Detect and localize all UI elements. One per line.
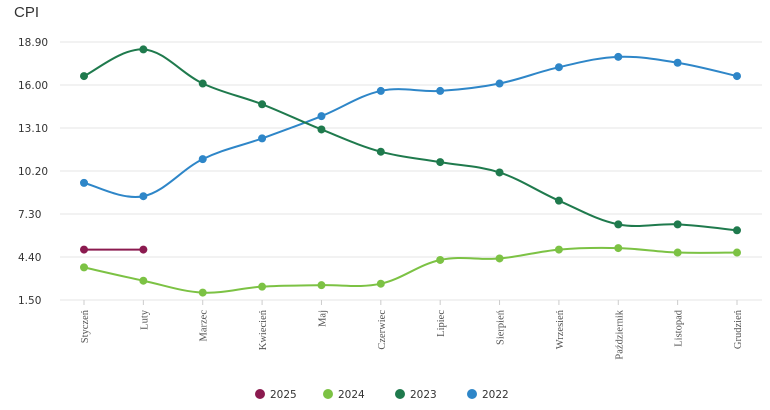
data-point-2024[interactable]	[733, 248, 741, 257]
data-point-2022[interactable]	[258, 134, 267, 143]
chart-title: CPI	[14, 4, 40, 21]
data-point-2023[interactable]	[80, 72, 88, 81]
legend: 2025 2024 2023 2022	[255, 389, 509, 401]
data-point-2023[interactable]	[258, 100, 267, 109]
series-2024	[80, 244, 741, 297]
y-tick-label: 16.00	[18, 80, 48, 92]
data-point-2022[interactable]	[317, 112, 326, 121]
data-point-2024[interactable]	[495, 254, 504, 263]
x-tick-label: Luty	[139, 309, 150, 330]
data-point-2022[interactable]	[495, 79, 504, 88]
legend-item-2022[interactable]: 2022	[467, 389, 509, 401]
data-point-2024[interactable]	[80, 263, 88, 272]
data-point-2022[interactable]	[614, 52, 623, 61]
x-tick-label: Grudzień	[733, 309, 744, 349]
y-tick-label: 10.20	[18, 166, 48, 178]
legend-item-2025[interactable]: 2025	[255, 389, 297, 401]
legend-marker-2025	[255, 389, 265, 399]
legend-marker-2024	[323, 389, 333, 399]
y-tick-label: 13.10	[18, 123, 48, 135]
x-tick-label: Maj	[317, 310, 328, 327]
data-point-2022[interactable]	[139, 192, 148, 201]
data-point-2023[interactable]	[733, 226, 741, 235]
data-point-2024[interactable]	[258, 282, 267, 291]
data-point-2022[interactable]	[673, 58, 682, 67]
data-point-2022[interactable]	[80, 178, 88, 187]
data-point-2024[interactable]	[436, 255, 445, 264]
data-point-2023[interactable]	[495, 168, 504, 177]
series-2022	[80, 52, 741, 201]
y-tick-label: 4.40	[18, 252, 41, 264]
legend-marker-2023	[395, 389, 405, 399]
x-tick-label: Styczeń	[80, 309, 91, 343]
data-point-2024[interactable]	[317, 281, 326, 290]
data-point-2023[interactable]	[673, 220, 682, 229]
series-2023	[80, 45, 741, 235]
grid-layer	[60, 41, 762, 301]
data-point-2022[interactable]	[733, 72, 741, 81]
legend-marker-2022	[467, 389, 477, 399]
data-point-2022[interactable]	[376, 86, 385, 95]
x-tick-label: Lipiec	[436, 310, 447, 337]
data-point-2023[interactable]	[198, 79, 207, 88]
legend-label-2022: 2022	[482, 389, 509, 401]
data-point-2024[interactable]	[554, 245, 563, 254]
x-tick-label: Czerwiec	[377, 310, 388, 350]
data-point-2025[interactable]	[80, 245, 88, 254]
data-point-2022[interactable]	[436, 86, 445, 95]
y-tick-label: 1.50	[18, 295, 41, 307]
data-point-2024[interactable]	[614, 244, 623, 253]
data-point-2023[interactable]	[317, 125, 326, 134]
data-point-2022[interactable]	[198, 155, 207, 164]
data-point-2024[interactable]	[198, 288, 207, 297]
data-point-2023[interactable]	[614, 220, 623, 229]
data-point-2023[interactable]	[554, 196, 563, 205]
x-tick-label: Marzec	[199, 310, 210, 342]
data-point-2024[interactable]	[673, 248, 682, 257]
data-point-2024[interactable]	[139, 276, 148, 285]
legend-item-2024[interactable]: 2024	[323, 389, 365, 401]
data-point-2024[interactable]	[376, 279, 385, 288]
legend-label-2025: 2025	[270, 389, 297, 401]
y-tick-label: 18.90	[18, 37, 48, 49]
series-2025	[80, 245, 148, 254]
x-tick-label: Listopad	[674, 309, 685, 346]
data-point-2023[interactable]	[376, 147, 385, 156]
y-tick-label: 7.30	[18, 209, 41, 221]
legend-item-2023[interactable]: 2023	[395, 389, 437, 401]
data-point-2023[interactable]	[139, 45, 148, 54]
series-layer	[80, 45, 741, 297]
legend-label-2023: 2023	[410, 389, 437, 401]
x-tick-label: Kwiecień	[258, 309, 269, 350]
series-line-2023	[83, 48, 738, 232]
x-tick-label: Wrzesień	[555, 309, 566, 349]
data-point-2023[interactable]	[436, 158, 445, 167]
y-axis-ticks: 18.90 16.00 13.10 10.20 7.30 4.40 1.50	[18, 37, 48, 307]
x-tick-label: Sierpień	[496, 309, 507, 345]
legend-label-2024: 2024	[338, 389, 365, 401]
x-axis-ticks: Styczeń Luty Marzec Kwiecień Maj Czerwiec Lipi…	[80, 300, 744, 360]
data-point-2022[interactable]	[554, 63, 563, 72]
series-line-2022	[83, 55, 738, 198]
series-line-2024	[83, 246, 738, 294]
data-point-2025[interactable]	[139, 245, 148, 254]
x-tick-label: Październik	[614, 309, 625, 359]
